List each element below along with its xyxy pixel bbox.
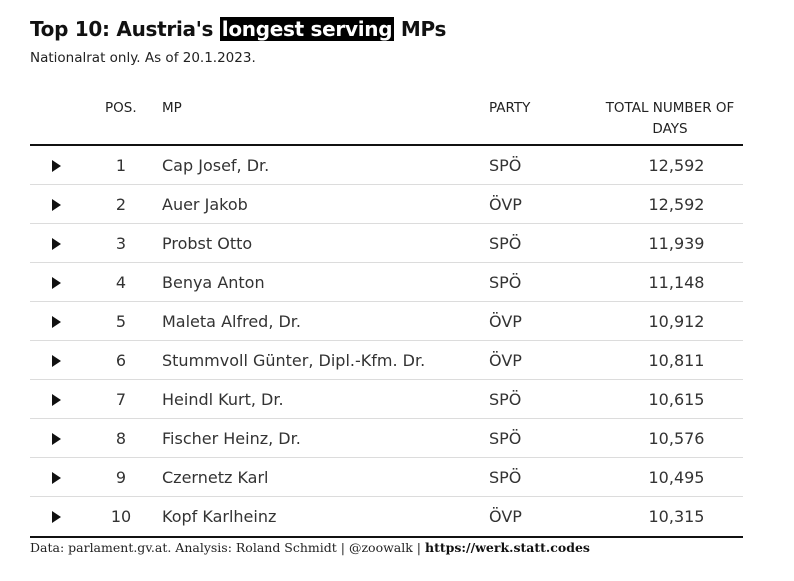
row-total-days: 10,811 [648,351,705,370]
row-total-days: 11,939 [648,234,705,253]
table-row[interactable]: 7 Heindl Kurt, Dr. SPÖ 10,615 [30,380,743,419]
row-party: SPÖ [489,156,522,175]
expand-row-icon[interactable] [52,511,61,523]
column-header-total-days[interactable]: TOTAL NUMBER OF DAYS [605,100,735,137]
expand-row-icon[interactable] [52,199,61,211]
table-body: 1 Cap Josef, Dr. SPÖ 12,592 2 Auer Jakob ÖVP 12… [30,146,743,535]
expand-row-icon[interactable] [52,433,61,445]
expand-row-icon[interactable] [52,394,61,406]
row-total-days: 11,148 [648,273,705,292]
source-link[interactable]: https://werk.statt.codes [424,540,590,555]
expand-row-icon[interactable] [52,277,61,289]
footer-divider [30,536,743,538]
expand-row-icon[interactable] [52,160,61,172]
table-row[interactable]: 5 Maleta Alfred, Dr. ÖVP 10,912 [30,302,743,341]
row-party: ÖVP [489,351,522,370]
expand-row-icon[interactable] [52,316,61,328]
source-text: Data: parlament.gv.at. Analysis: Roland … [30,540,425,555]
row-pos: 10 [110,507,132,526]
table-row[interactable]: 6 Stummvoll Günter, Dipl.-Kfm. Dr. ÖVP 10,8… [30,341,743,380]
column-header-party[interactable]: PARTY [489,100,531,116]
row-total-days: 10,912 [648,312,705,331]
source-note: Data: parlament.gv.at. Analysis: Roland … [30,540,590,556]
page-subtitle: Nationalrat only. As of 20.1.2023. [30,50,256,66]
row-mp-name: Auer Jakob [162,195,248,214]
expand-row-icon[interactable] [52,472,61,484]
row-mp-name: Heindl Kurt, Dr. [162,390,284,409]
table-row[interactable]: 9 Czernetz Karl SPÖ 10,495 [30,458,743,497]
table-header: POS. MP PARTY TOTAL NUMBER OF DAYS [30,98,743,144]
title-prefix: Top 10: Austria's [30,17,220,41]
table-row[interactable]: 3 Probst Otto SPÖ 11,939 [30,224,743,263]
row-party: SPÖ [489,234,522,253]
row-total-days: 12,592 [648,156,705,175]
header-divider [30,144,743,146]
title-suffix: MPs [394,17,447,41]
row-total-days: 10,315 [648,507,705,526]
row-party: SPÖ [489,273,522,292]
row-total-days: 10,615 [648,390,705,409]
table-row[interactable]: 10 Kopf Karlheinz ÖVP 10,315 [30,497,743,535]
row-total-days: 10,576 [648,429,705,448]
row-pos: 7 [115,390,127,409]
table-row[interactable]: 8 Fischer Heinz, Dr. SPÖ 10,576 [30,419,743,458]
row-mp-name: Stummvoll Günter, Dipl.-Kfm. Dr. [162,351,426,370]
row-mp-name: Cap Josef, Dr. [162,156,270,175]
row-pos: 3 [115,234,127,253]
row-pos: 9 [115,468,127,487]
row-party: SPÖ [489,468,522,487]
row-pos: 4 [115,273,127,292]
row-pos: 5 [115,312,127,331]
table-row[interactable]: 1 Cap Josef, Dr. SPÖ 12,592 [30,146,743,185]
column-header-mp[interactable]: MP [162,100,182,116]
column-header-pos[interactable]: POS. [105,100,137,116]
row-mp-name: Fischer Heinz, Dr. [162,429,301,448]
row-mp-name: Benya Anton [162,273,265,292]
expand-row-icon[interactable] [52,238,61,250]
table-row[interactable]: 4 Benya Anton SPÖ 11,148 [30,263,743,302]
row-pos: 8 [115,429,127,448]
title-highlight: longest serving [219,17,395,41]
row-pos: 6 [115,351,127,370]
expand-row-icon[interactable] [52,355,61,367]
row-party: ÖVP [489,195,522,214]
row-party: ÖVP [489,507,522,526]
row-pos: 1 [115,156,127,175]
row-party: SPÖ [489,390,522,409]
table-row[interactable]: 2 Auer Jakob ÖVP 12,592 [30,185,743,224]
row-mp-name: Probst Otto [162,234,253,253]
row-mp-name: Kopf Karlheinz [162,507,277,526]
row-party: ÖVP [489,312,522,331]
row-mp-name: Maleta Alfred, Dr. [162,312,301,331]
row-party: SPÖ [489,429,522,448]
row-pos: 2 [115,195,127,214]
row-mp-name: Czernetz Karl [162,468,269,487]
row-total-days: 12,592 [648,195,705,214]
row-total-days: 10,495 [648,468,705,487]
page-title: Top 10: Austria's longest serving MPs [30,15,446,43]
